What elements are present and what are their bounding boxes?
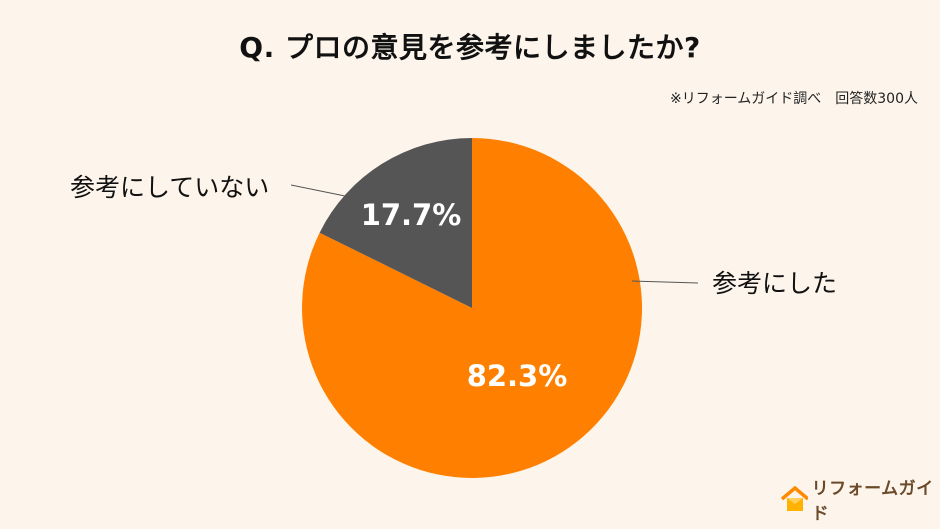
callout-line-did-not: [290, 184, 346, 197]
slice-did: [302, 138, 643, 478]
category-label-did: 参考にした: [712, 269, 838, 298]
brand-logo: リフォームガイド: [780, 474, 940, 524]
chart-title: Q. プロの意見を参考にしましたか?: [239, 31, 701, 64]
source-note: ※リフォームガイド調べ 回答数300人: [669, 91, 918, 107]
value-label-did: 82.3%: [467, 359, 568, 393]
logo-text: リフォームガイド: [811, 479, 934, 524]
slice-did-not: [319, 138, 472, 308]
category-label-did-not: 参考にしていない: [70, 173, 270, 202]
callout-line-did: [631, 280, 699, 284]
house-icon: [780, 485, 808, 511]
value-label-did-not: 17.7%: [361, 198, 462, 232]
